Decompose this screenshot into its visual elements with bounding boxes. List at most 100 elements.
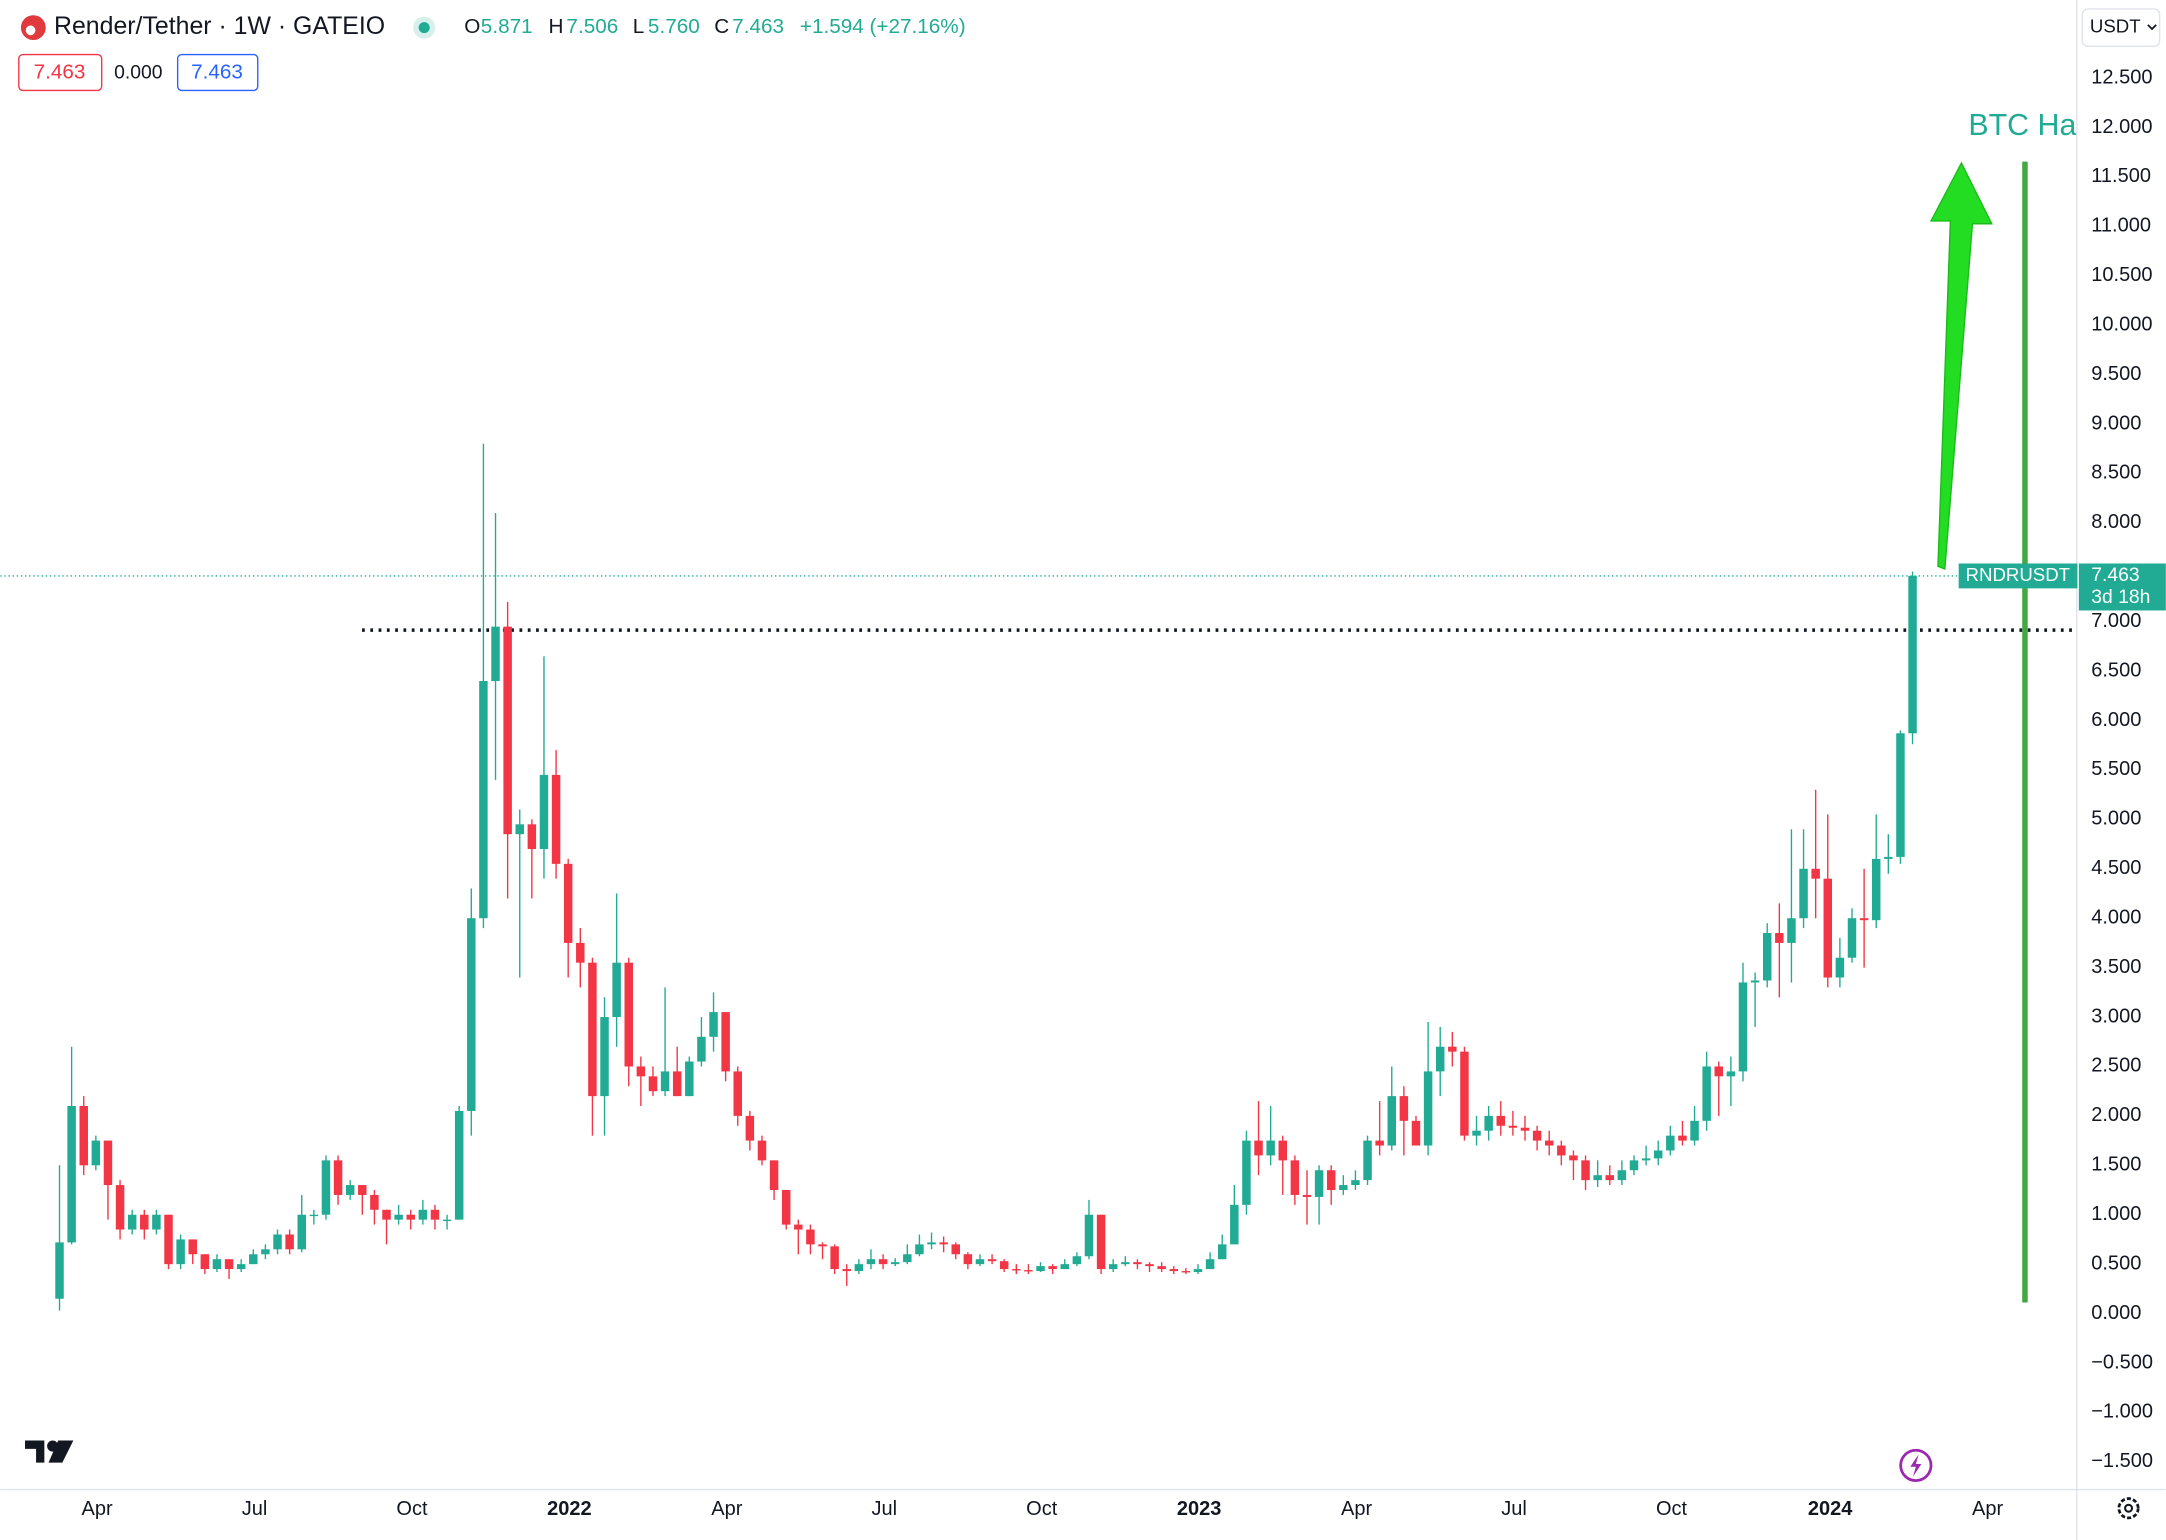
candle-body: [382, 1209, 391, 1220]
candle-body: [781, 1190, 791, 1225]
candle-body: [79, 1105, 88, 1166]
settings-button[interactable]: [2117, 1497, 2140, 1520]
symbol-title: Render/Tether · 1W · GATEIO: [54, 12, 385, 40]
candle-body: [769, 1160, 779, 1191]
candle-body: [745, 1115, 755, 1141]
candle-body: [1544, 1140, 1554, 1146]
candle-body: [1884, 856, 1893, 859]
candle-body: [1557, 1145, 1566, 1156]
candle-body: [1666, 1135, 1675, 1151]
price-label-box: [2078, 563, 2166, 611]
candle-body: [164, 1214, 173, 1265]
candle-body: [721, 1012, 730, 1072]
candle-body: [1435, 1046, 1445, 1072]
candle-body: [1629, 1160, 1639, 1171]
candle-body: [358, 1185, 367, 1195]
candle-body: [249, 1254, 258, 1265]
candle-body: [321, 1160, 331, 1215]
candle-body: [1714, 1066, 1724, 1077]
candle-body: [975, 1259, 985, 1265]
candle-body: [1859, 918, 1869, 921]
candle-body: [1896, 733, 1905, 857]
y-tick-label: 12.000: [2091, 116, 2152, 138]
candle-body: [1036, 1266, 1045, 1272]
candle-body: [527, 824, 537, 850]
candle-body: [224, 1259, 234, 1270]
candle-body: [55, 1242, 64, 1299]
input-box[interactable]: [18, 53, 103, 92]
x-tick-label: Apr: [1341, 1498, 1372, 1520]
candle-body: [1738, 982, 1748, 1072]
candle-body: [539, 774, 549, 850]
candle-body: [1641, 1158, 1651, 1161]
y-tick-label: 2.500: [2091, 1055, 2141, 1077]
candle-body: [1254, 1140, 1263, 1156]
candle-body: [1024, 1270, 1033, 1272]
currency-label: USDT: [2090, 16, 2141, 37]
x-tick-label: Jul: [1501, 1498, 1527, 1520]
candle-body: [576, 942, 585, 963]
candle-body: [176, 1239, 185, 1265]
candle-body: [1351, 1180, 1360, 1186]
candle-body: [1363, 1140, 1372, 1181]
ohlc-label: H: [548, 15, 563, 38]
candle-body: [600, 1017, 609, 1097]
ohlc-label: C: [714, 15, 729, 38]
candle-body: [636, 1066, 646, 1077]
y-tick-label: 1.500: [2091, 1154, 2141, 1176]
candle-body: [1787, 918, 1796, 943]
candle-body: [467, 918, 476, 1111]
x-tick-label: Oct: [1656, 1498, 1688, 1520]
candle-body: [794, 1224, 803, 1230]
input-box[interactable]: [176, 53, 259, 92]
market-status-dot: [418, 22, 430, 34]
candle-body: [1290, 1160, 1300, 1195]
candle-body: [1496, 1115, 1506, 1126]
candle-body: [842, 1269, 851, 1272]
candle-body: [1193, 1269, 1203, 1273]
candle-body: [236, 1264, 246, 1270]
currency-button[interactable]: [2081, 8, 2161, 47]
ohlc-change: +1.594 (+27.16%): [800, 15, 966, 38]
lightning-button[interactable]: [1899, 1448, 1933, 1482]
tv-logo[interactable]: [25, 1440, 74, 1463]
x-tick-label: 2023: [1177, 1498, 1222, 1520]
y-tick-label: 9.500: [2091, 363, 2141, 385]
candle-body: [1145, 1264, 1154, 1267]
candle-body: [1423, 1071, 1433, 1146]
y-tick-label: 3.000: [2091, 1005, 2141, 1027]
x-tick-label: Jul: [872, 1498, 898, 1520]
y-tick-label: −1.000: [2091, 1401, 2153, 1423]
tv-logo-dot: [47, 1440, 59, 1452]
candle-body: [297, 1214, 306, 1250]
candle-body: [1399, 1096, 1409, 1121]
y-tick-label: 6.000: [2091, 709, 2141, 731]
candle-body: [757, 1140, 767, 1161]
candle-body: [685, 1061, 694, 1097]
input-value: 7.463: [34, 61, 86, 84]
symbol-label-box: [1958, 563, 2078, 589]
candle-body: [563, 863, 573, 943]
candle-body: [370, 1194, 379, 1210]
ohlc-value: 7.463: [732, 15, 784, 38]
y-tick-label: 2.000: [2091, 1104, 2141, 1126]
ohlc-label: O: [464, 15, 480, 38]
candle-body: [1084, 1214, 1094, 1257]
candle-body: [1605, 1175, 1615, 1181]
y-tick-label: 4.000: [2091, 906, 2141, 928]
x-tick-label: Oct: [396, 1498, 428, 1520]
candle-body: [963, 1254, 973, 1265]
candle-body: [1484, 1115, 1493, 1131]
currency-chevron: [2147, 24, 2157, 31]
candle-body: [1217, 1244, 1227, 1260]
candle-body: [866, 1259, 876, 1265]
price-label: 7.463: [2091, 565, 2139, 586]
candle-body: [285, 1234, 294, 1250]
candle-body: [1569, 1155, 1578, 1161]
candle-body: [1678, 1135, 1687, 1141]
candle-body: [697, 1036, 706, 1062]
y-tick-label: 5.000: [2091, 808, 2141, 830]
y-tick-label: 7.000: [2091, 610, 2141, 632]
candle-body: [1847, 918, 1857, 958]
